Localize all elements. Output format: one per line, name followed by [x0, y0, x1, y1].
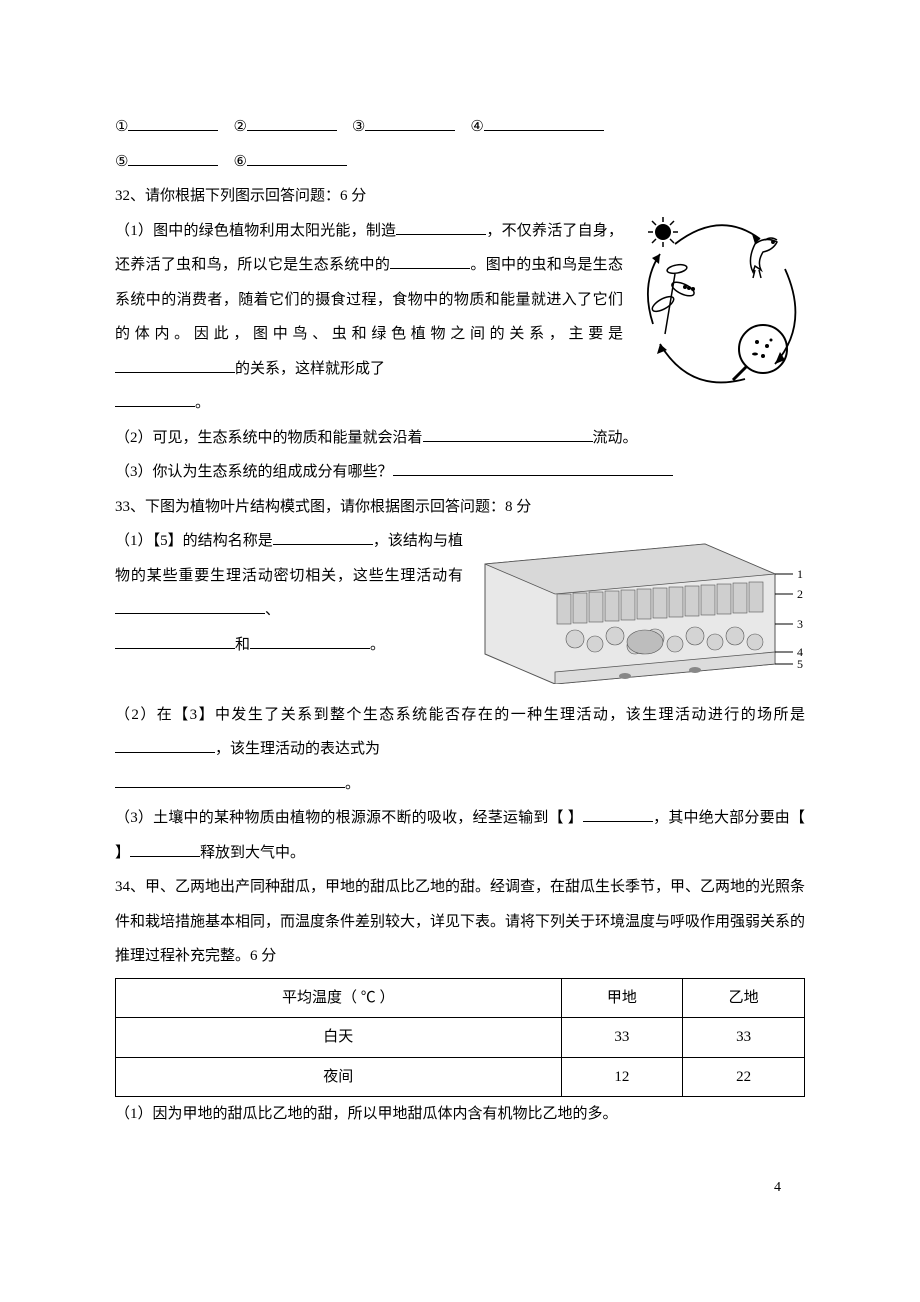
q32-header: 32、请你根据下列图示回答问题：6 分 — [115, 179, 805, 214]
q32-blank-d — [115, 391, 195, 407]
blank-2 — [247, 115, 337, 131]
q33-p1a: （1）【5】的结构名称是 — [115, 533, 273, 549]
q32-p2b: 流动。 — [593, 430, 638, 446]
q34-header: 34、甲、乙两地出产同种甜瓜，甲地的甜瓜比乙地的甜。经调查，在甜瓜生长季节，甲、… — [115, 870, 805, 974]
table-cell: 白天 — [116, 1018, 562, 1058]
circled-5: ⑤ — [115, 145, 128, 180]
q33-blank-h — [130, 841, 200, 857]
q33-blank-c — [115, 633, 235, 649]
q33-blank-f — [115, 772, 345, 788]
q32-p1e: 。 — [195, 395, 210, 411]
table-row: 夜间 12 22 — [116, 1057, 805, 1097]
q32-p2a: （2）可见，生态系统中的物质和能量就会沿着 — [115, 430, 423, 446]
circled-2: ② — [233, 110, 246, 145]
leaf-label-1: 1 — [797, 567, 803, 581]
table-header-2: 乙地 — [683, 978, 805, 1018]
ecosystem-icon — [635, 214, 805, 394]
circled-6: ⑥ — [233, 145, 246, 180]
q32-blank-c — [115, 357, 235, 373]
q33-p3a: （3）土壤中的某种物质由植物的根源源不断的吸收，经茎运输到【 】 — [115, 810, 583, 826]
circled-4: ④ — [470, 110, 483, 145]
table-cell: 33 — [561, 1018, 683, 1058]
q32-p2: （2）可见，生态系统中的物质和能量就会沿着 流动。 — [115, 421, 805, 456]
table-row: 白天 33 33 — [116, 1018, 805, 1058]
q33-p1d: 和 — [235, 637, 250, 653]
q34-p1: （1）因为甲地的甜瓜比乙地的甜，所以甲地甜瓜体内含有机物比乙地的多。 — [115, 1097, 805, 1132]
q33-blank-b — [115, 598, 265, 614]
q33-blank-a — [273, 529, 373, 545]
leaf-cross-section-icon: 1 2 3 4 5 — [475, 524, 805, 684]
blank-4 — [484, 115, 604, 131]
q33-header: 33、下图为植物叶片结构模式图，请你根据图示回答问题：8 分 — [115, 490, 805, 525]
q32-blank-e — [423, 426, 593, 442]
page-number: 4 — [115, 1132, 805, 1204]
table-cell: 夜间 — [116, 1057, 562, 1097]
q33-p2: （2）在【3】中发生了关系到整个生态系统能否存在的一种生理活动，该生理活动进行的… — [115, 698, 805, 802]
q33-p2b: ，该生理活动的表达式为 — [215, 741, 380, 757]
blank-3 — [365, 115, 455, 131]
leaf-figure: 1 2 3 4 5 — [475, 524, 805, 698]
q33-p2a: （2）在【3】中发生了关系到整个生态系统能否存在的一种生理活动，该生理活动进行的… — [115, 707, 805, 723]
table-row: 平均温度（ ℃ ） 甲地 乙地 — [116, 978, 805, 1018]
q33-p3: （3）土壤中的某种物质由植物的根源源不断的吸收，经茎运输到【 】，其中绝大部分要… — [115, 801, 805, 870]
q32-p1d: 的关系，这样就形成了 — [235, 361, 385, 377]
q33-blank-e — [115, 737, 215, 753]
q33-p3c: 释放到大气中。 — [200, 845, 305, 861]
table-cell: 12 — [561, 1057, 683, 1097]
table-cell: 22 — [683, 1057, 805, 1097]
table-header-1: 甲地 — [561, 978, 683, 1018]
temperature-table: 平均温度（ ℃ ） 甲地 乙地 白天 33 33 夜间 12 22 — [115, 978, 805, 1098]
numbered-blanks-row-2: ⑤ ⑥ — [115, 145, 805, 180]
leaf-label-5: 5 — [797, 657, 803, 671]
q32-blank-b — [390, 253, 470, 269]
q33-blank-g — [583, 806, 653, 822]
ecosystem-figure — [635, 214, 805, 408]
q32-p3a: （3）你认为生态系统的组成成分有哪些？ — [115, 464, 393, 480]
q33-p1e: 。 — [370, 637, 385, 653]
numbered-blanks-row-1: ① ② ③ ④ — [115, 110, 805, 145]
blank-5 — [128, 150, 218, 166]
q32-p1a: （1）图中的绿色植物利用太阳光能，制造 — [115, 223, 396, 239]
q33-p2c: 。 — [345, 776, 360, 792]
q33-blank-d — [250, 633, 370, 649]
circled-3: ③ — [352, 110, 365, 145]
q32-blank-f — [393, 460, 673, 476]
table-cell: 33 — [683, 1018, 805, 1058]
blank-6 — [247, 150, 347, 166]
q32-blank-a — [396, 219, 486, 235]
q33-p1c: 、 — [265, 602, 280, 618]
table-header-0: 平均温度（ ℃ ） — [116, 978, 562, 1018]
leaf-label-3: 3 — [797, 617, 803, 631]
circled-1: ① — [115, 110, 128, 145]
q32-p3: （3）你认为生态系统的组成成分有哪些？ — [115, 455, 805, 490]
blank-1 — [128, 115, 218, 131]
leaf-label-2: 2 — [797, 587, 803, 601]
